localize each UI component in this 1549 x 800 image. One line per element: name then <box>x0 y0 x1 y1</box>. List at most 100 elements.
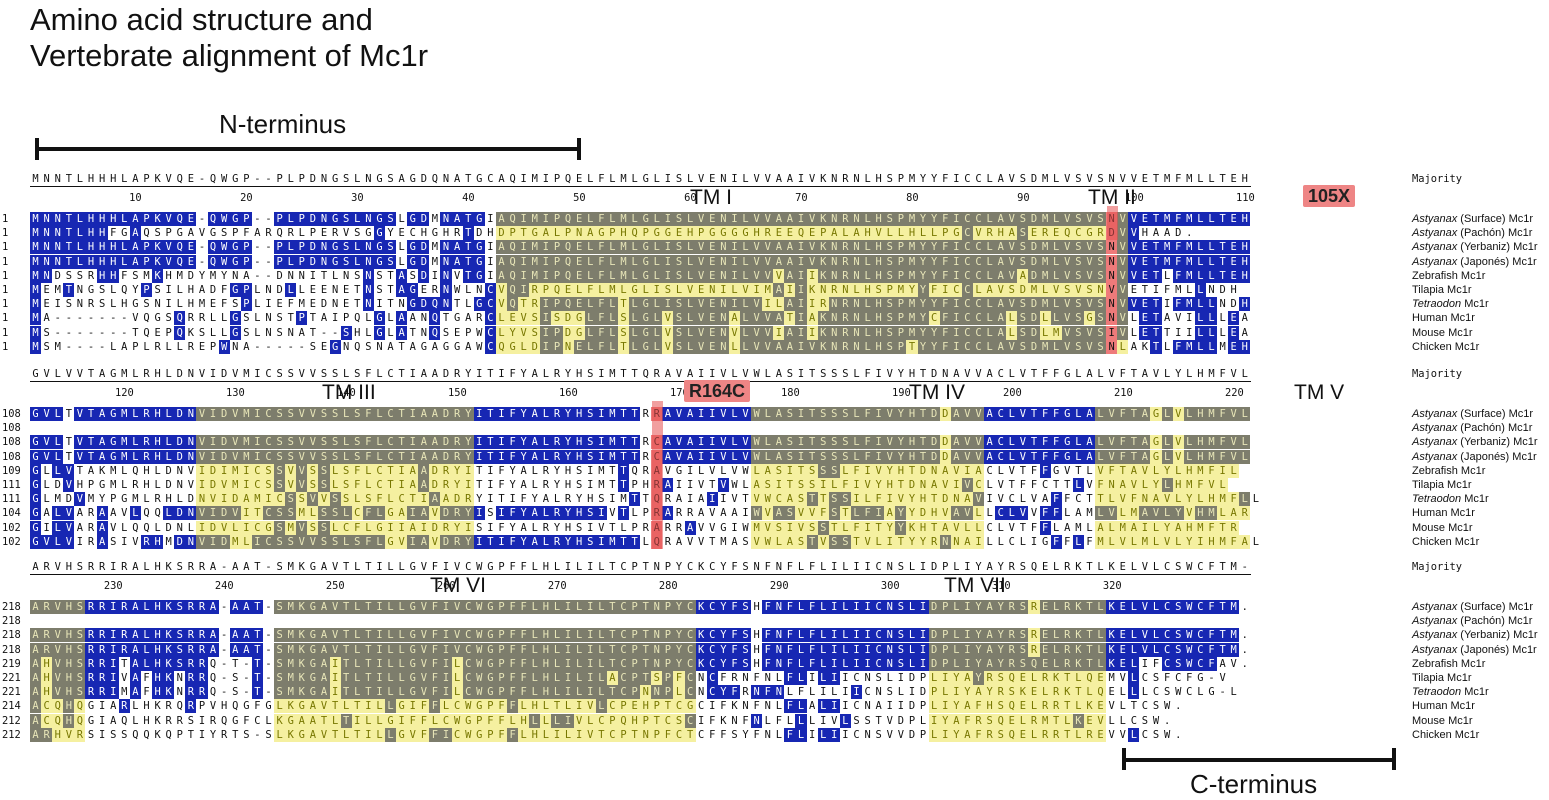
residue: I <box>795 212 807 226</box>
residue: L <box>1072 727 1084 742</box>
residue: I <box>873 449 885 464</box>
residue: C <box>972 297 985 312</box>
residue: V <box>285 463 297 478</box>
residue: C <box>1039 478 1051 492</box>
residue: S <box>673 339 685 354</box>
species-label: Zebrafish Mc1r <box>1412 657 1486 670</box>
residue: Q <box>74 699 86 714</box>
residue: V <box>751 212 763 226</box>
residue: S <box>828 435 840 450</box>
residue: L <box>606 212 618 226</box>
residue: V <box>1150 506 1162 521</box>
residue: S <box>96 297 108 312</box>
residue: A <box>773 506 785 521</box>
residue: I <box>584 600 596 614</box>
residue: S <box>285 435 297 450</box>
residue: H <box>540 628 552 643</box>
residue: G <box>407 254 419 269</box>
consensus-residue: P <box>664 561 672 573</box>
residue <box>97 421 108 435</box>
residue: S <box>218 226 230 241</box>
residue: N <box>917 478 929 492</box>
residue: A <box>773 311 785 326</box>
residue: T <box>1095 492 1107 507</box>
residue: P <box>85 478 97 492</box>
residue: L <box>740 212 752 226</box>
residue: L <box>817 671 829 685</box>
consensus-residue: S <box>331 368 339 380</box>
residue: I <box>950 254 962 269</box>
residue: Q <box>507 254 519 269</box>
residue: Y <box>1161 463 1173 478</box>
consensus-residue: A <box>232 561 239 573</box>
residue: I <box>1183 311 1195 326</box>
row-start-position: 111 <box>2 479 21 491</box>
residue: H <box>1205 492 1218 507</box>
residue: C <box>1006 534 1018 549</box>
residue: M <box>30 268 42 283</box>
residue: G <box>307 671 319 685</box>
residue: P <box>895 339 907 354</box>
residue: L <box>52 435 64 450</box>
residue: N <box>1106 311 1118 326</box>
residue: T <box>640 628 652 643</box>
residue: K <box>296 685 308 700</box>
residue: I <box>107 600 119 614</box>
c-terminus-bar <box>1124 758 1395 762</box>
residue: H <box>1194 506 1206 521</box>
residue: - <box>63 339 75 354</box>
residue: H <box>63 671 75 685</box>
residue: T <box>362 671 374 685</box>
residue: R <box>85 520 97 535</box>
residue: N <box>373 339 385 354</box>
residue: F <box>1183 671 1195 685</box>
residue: L <box>862 297 874 312</box>
residue: C <box>1150 685 1162 700</box>
residue: E <box>274 297 286 312</box>
residue: T <box>917 449 929 464</box>
residue: V <box>218 478 230 492</box>
residue: C <box>1128 713 1140 728</box>
residue: W <box>740 463 752 478</box>
residue: H <box>107 268 119 283</box>
residue: M <box>1128 506 1140 521</box>
residue: I <box>584 520 596 535</box>
residue: S <box>318 407 330 421</box>
residue: T <box>340 628 352 643</box>
residue: L <box>296 226 308 241</box>
residue: I <box>107 685 119 700</box>
consensus-residue: V <box>198 368 206 380</box>
residue: H <box>152 628 164 643</box>
residue: T <box>595 727 607 742</box>
residue: R <box>1061 600 1073 614</box>
residue <box>119 614 130 628</box>
ruler-tick-label: 50 <box>573 192 586 204</box>
residue: I <box>728 212 740 226</box>
residue: I <box>950 268 962 283</box>
residue: I <box>396 478 408 492</box>
residue: Y <box>884 520 896 535</box>
residue <box>563 421 574 435</box>
residue: G <box>1083 311 1095 326</box>
residue: C <box>617 600 630 614</box>
residue: S <box>1095 240 1107 255</box>
residue: V <box>762 520 774 535</box>
residue: S <box>1072 297 1084 312</box>
residue: D <box>939 435 951 450</box>
residue: V <box>1161 492 1173 507</box>
residue: P <box>895 254 907 269</box>
residue: L <box>540 407 552 421</box>
residue: V <box>884 407 896 421</box>
residue: R <box>85 268 97 283</box>
residue: S <box>351 435 363 450</box>
residue: G <box>1061 435 1073 450</box>
residue: L <box>651 240 663 255</box>
residue: L <box>551 656 563 671</box>
residue: S <box>1095 212 1107 226</box>
residue: L <box>373 713 385 728</box>
residue: P <box>307 226 319 241</box>
residue: P <box>662 628 674 643</box>
sequence-row: 104 G A L V A R A A V L Q Q L D N V I D V I T C S S M L S S L C F L G A I A V… <box>0 506 1549 521</box>
residue <box>352 421 363 435</box>
